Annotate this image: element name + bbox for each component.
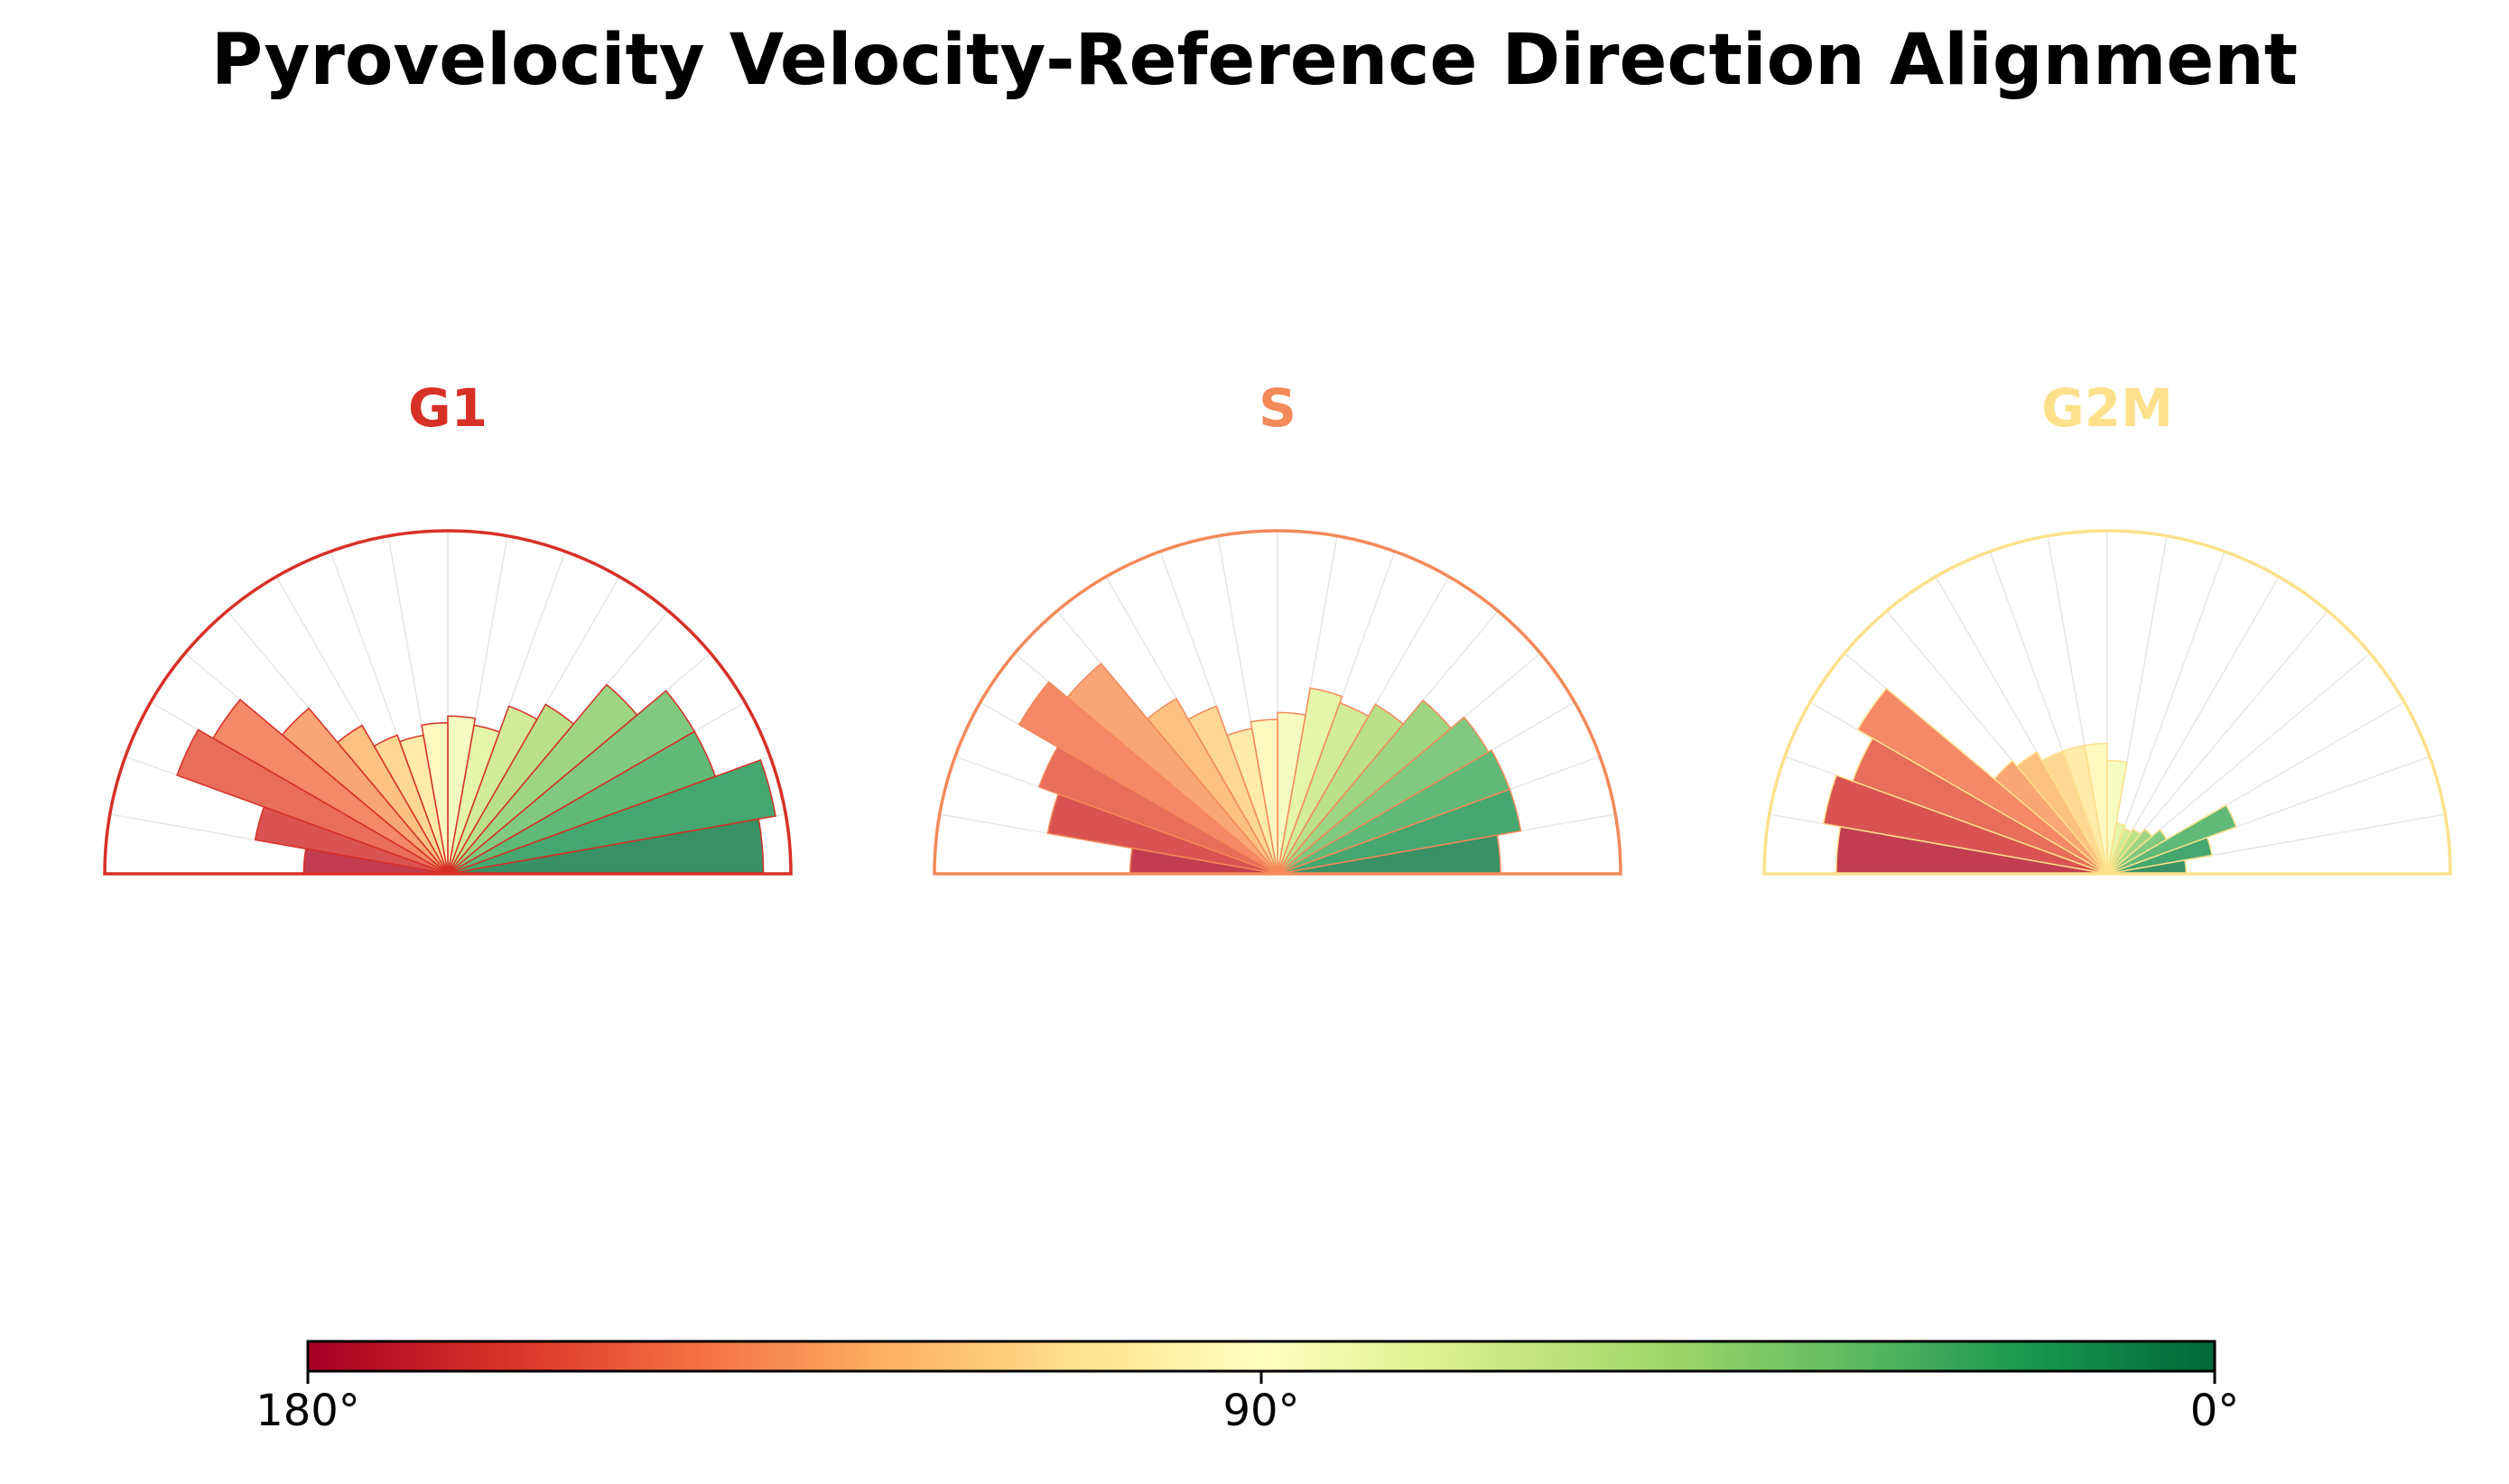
panel-title-s: S xyxy=(1259,377,1296,439)
gridline-g2m-60 xyxy=(2106,576,2280,875)
colorbar-tick-label-0: 0° xyxy=(2189,1386,2240,1436)
bar-g1-10-20 xyxy=(447,758,776,875)
bar-s-50-60 xyxy=(1277,703,1405,875)
bar-s-80-90 xyxy=(1277,711,1306,875)
panel-g1 xyxy=(103,529,793,876)
colorbar-tick-label-180: 180° xyxy=(256,1386,360,1436)
bar-g1-50-60 xyxy=(447,703,575,875)
bar-s-70-80 xyxy=(1277,687,1343,875)
gridline-g2m-70 xyxy=(2106,551,2226,875)
bar-g2m-140-150 xyxy=(1856,687,2108,875)
bar-s-40-50 xyxy=(1277,699,1453,875)
colorbar-tick-label-90: 90° xyxy=(1222,1386,1300,1436)
panel-title-g1: G1 xyxy=(408,377,488,439)
bar-g1-150-160 xyxy=(176,728,449,875)
panel-s xyxy=(933,529,1622,876)
bar-g1-60-70 xyxy=(447,705,538,875)
colorbar-gradient xyxy=(306,1340,2216,1373)
bar-g2m-20-30 xyxy=(2106,803,2237,875)
bar-s-20-30 xyxy=(1277,749,1511,875)
panel-title-g2m: G2M xyxy=(2041,377,2173,439)
frame-g2m xyxy=(1762,529,2452,876)
bar-g2m-40-50 xyxy=(2106,828,2153,875)
bar-s-150-160 xyxy=(1037,746,1278,875)
bar-g2m-50-60 xyxy=(2106,828,2142,875)
polar-panels xyxy=(103,529,2452,876)
bar-s-30-40 xyxy=(1277,716,1490,875)
bar-g1-80-90 xyxy=(447,715,477,875)
bar-s-140-150 xyxy=(1018,681,1278,875)
panel-g2m xyxy=(1762,529,2452,876)
bar-g2m-160-170 xyxy=(1822,774,2108,875)
bar-g1-30-40 xyxy=(447,690,696,875)
bar-g2m-30-40 xyxy=(2106,829,2168,875)
colorbar xyxy=(306,1340,2216,1384)
frame-s xyxy=(933,529,1622,876)
chart-title: Pyrovelocity Velocity-Reference Directio… xyxy=(210,20,2299,101)
bar-s-160-170 xyxy=(1046,793,1278,875)
frame-g1 xyxy=(103,529,793,876)
bar-g1-40-50 xyxy=(447,683,638,875)
bar-g1-160-170 xyxy=(254,805,449,875)
